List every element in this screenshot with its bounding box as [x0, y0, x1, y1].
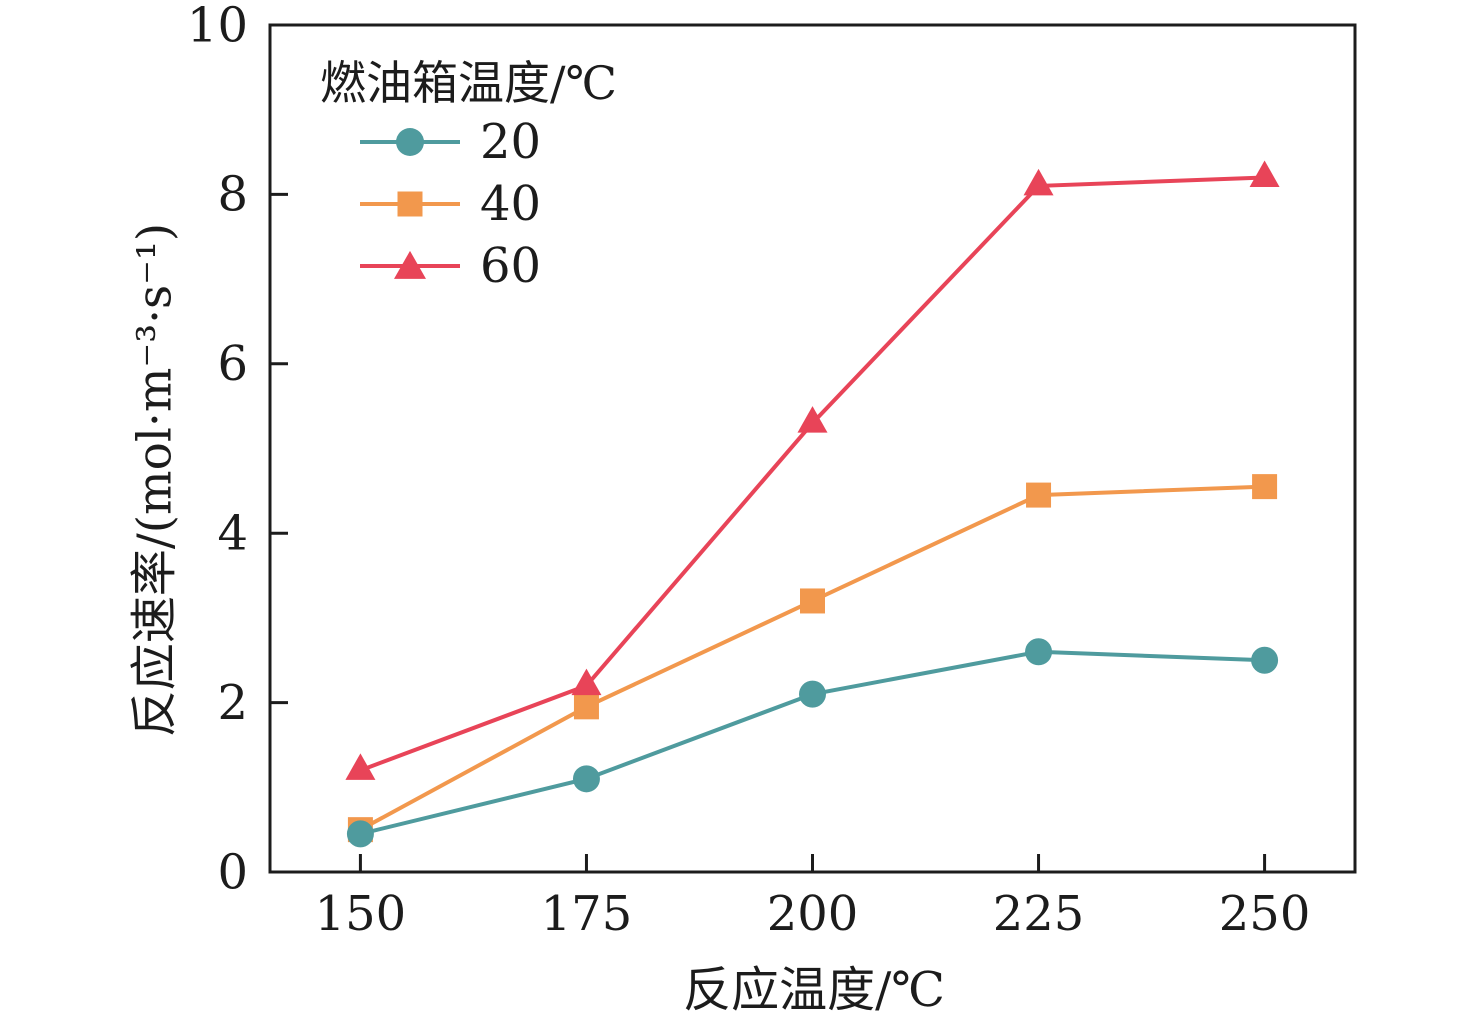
- series-line: [359, 649, 1265, 836]
- series-20: [346, 638, 1279, 848]
- circle-marker-icon: [799, 680, 826, 708]
- x-tick-label: 150: [315, 886, 407, 942]
- circle-marker-icon: [1251, 646, 1279, 674]
- square-marker-icon: [800, 588, 825, 614]
- triangle-marker-icon: [1023, 168, 1054, 196]
- legend-swatch: [360, 127, 460, 156]
- y-tick-label: 6: [217, 336, 248, 392]
- legend-label: 60: [480, 237, 542, 294]
- square-marker-icon: [1026, 482, 1052, 508]
- y-tick-label: 4: [217, 506, 248, 562]
- y-tick-label: 10: [187, 0, 248, 53]
- triangle-marker-icon: [571, 668, 602, 696]
- square-marker-icon: [397, 191, 423, 216]
- legend-item-3: 60: [320, 235, 617, 296]
- legend-title: 燃油箱温度/℃: [320, 56, 617, 110]
- axis-frame: [268, 23, 1357, 874]
- circle-marker-icon: [346, 820, 374, 848]
- triangle-marker-icon: [1249, 160, 1280, 187]
- circle-marker-icon: [396, 127, 424, 156]
- x-tick-label: 200: [767, 886, 859, 942]
- x-axis-title: 反应温度/℃: [683, 962, 945, 1018]
- y-axis-title: 反应速率/(mol·m⁻³·s⁻¹): [127, 222, 183, 738]
- series-40: [347, 474, 1278, 843]
- triangle-marker-icon: [394, 250, 426, 279]
- legend-item-1: 20: [320, 111, 617, 172]
- legend-swatch: [360, 250, 460, 279]
- legend: 燃油箱温度/℃ 20 40 60: [320, 56, 617, 296]
- square-marker-icon: [573, 694, 599, 720]
- y-tick-label: 0: [217, 844, 248, 900]
- x-tick-label: 225: [993, 886, 1085, 942]
- legend-swatch: [360, 191, 460, 216]
- x-tick-label: 175: [541, 886, 633, 942]
- circle-marker-icon: [572, 765, 600, 793]
- triangle-marker-icon: [797, 406, 828, 433]
- series-60: [345, 160, 1280, 780]
- x-tick-label: 250: [1219, 886, 1311, 942]
- series-line: [359, 484, 1265, 832]
- legend-item-2: 40: [320, 173, 617, 234]
- y-tick-label: 8: [217, 167, 248, 223]
- triangle-marker-icon: [345, 753, 376, 780]
- circle-marker-icon: [1025, 638, 1053, 666]
- square-marker-icon: [1252, 474, 1278, 500]
- y-tick-label: 2: [217, 675, 248, 731]
- legend-label: 20: [480, 113, 542, 170]
- legend-label: 40: [480, 175, 542, 232]
